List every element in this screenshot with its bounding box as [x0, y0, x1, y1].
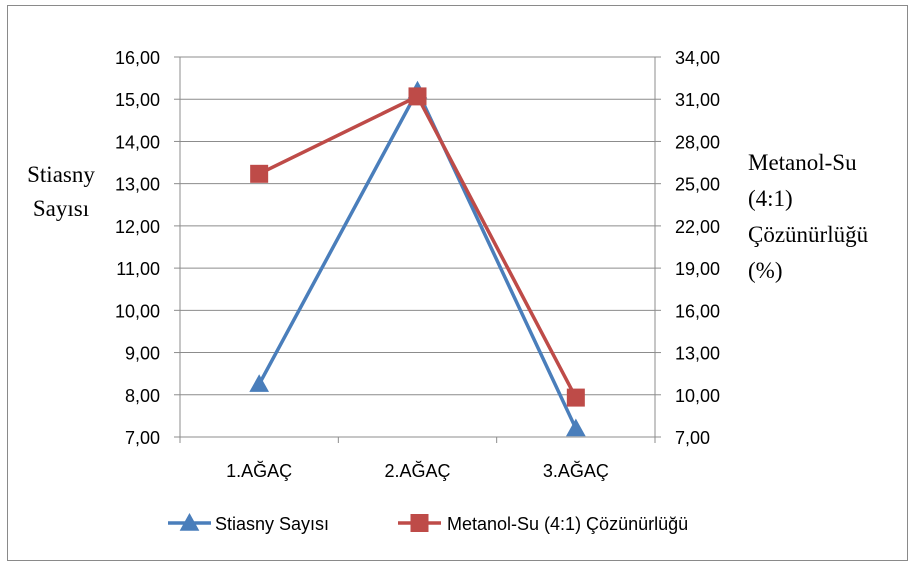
legend-label: Metanol-Su (4:1) Çözünürlüğü — [447, 514, 688, 534]
y-right-axis-title: Metanol-Su — [748, 150, 857, 175]
series-1-point — [249, 374, 270, 392]
x-tick-label: 2.AĞAÇ — [384, 460, 450, 481]
y-right-tick-label: 28,00 — [675, 132, 720, 152]
y-left-tick-label: 9,00 — [125, 344, 160, 364]
y-left-tick-label: 13,00 — [115, 175, 160, 195]
tick-labels: 7,00 8,00 9,00 10,00 11,00 12,00 13,00 14,00 15,… — [115, 48, 720, 481]
x-tick-label: 3.AĞAÇ — [543, 460, 609, 481]
axis-titles: Stiasny Sayısı Metanol-Su (4:1) Çözünürlüğü (… — [27, 150, 868, 283]
y-right-tick-label: 31,00 — [675, 90, 720, 110]
series-2-point — [250, 164, 269, 183]
axes — [174, 56, 661, 443]
legend: Stiasny Sayısı Metanol-Su (4:1) Çözünürlü… — [168, 512, 688, 534]
y-right-axis-title: (%) — [748, 258, 782, 283]
y-left-axis-title: Sayısı — [33, 196, 89, 221]
y-left-tick-label: 11,00 — [116, 259, 160, 279]
y-left-tick-label: 14,00 — [115, 132, 160, 152]
x-tick-label: 1.AĞAÇ — [226, 460, 292, 481]
y-right-axis-title: Çözünürlüğü — [748, 222, 869, 247]
legend-swatch-marker — [179, 512, 200, 531]
y-left-axis-title: Stiasny — [27, 162, 95, 187]
y-left-tick-label: 16,00 — [115, 48, 160, 68]
y-right-tick-label: 7,00 — [675, 428, 710, 448]
y-left-tick-label: 10,00 — [115, 301, 160, 321]
legend-label: Stiasny Sayısı — [215, 514, 329, 534]
y-right-tick-label: 25,00 — [675, 175, 720, 195]
y-right-tick-label: 13,00 — [675, 344, 720, 364]
series-2-point — [566, 388, 585, 407]
y-left-tick-label: 8,00 — [125, 386, 160, 406]
chart-frame — [7, 5, 908, 561]
legend-swatch-marker — [410, 514, 429, 532]
y-right-tick-label: 22,00 — [675, 217, 720, 237]
y-left-tick-label: 15,00 — [115, 90, 160, 110]
y-right-axis-title: (4:1) — [748, 186, 793, 211]
gridlines — [180, 56, 655, 396]
y-right-tick-label: 16,00 — [675, 301, 720, 321]
y-left-tick-label: 7,00 — [125, 428, 160, 448]
series-2-point — [408, 87, 427, 106]
y-right-tick-label: 19,00 — [675, 259, 720, 279]
y-right-tick-label: 10,00 — [675, 386, 720, 406]
series-layer — [249, 80, 586, 437]
y-left-tick-label: 12,00 — [115, 217, 160, 237]
y-right-tick-label: 34,00 — [675, 48, 720, 68]
series-1-point — [565, 418, 586, 437]
